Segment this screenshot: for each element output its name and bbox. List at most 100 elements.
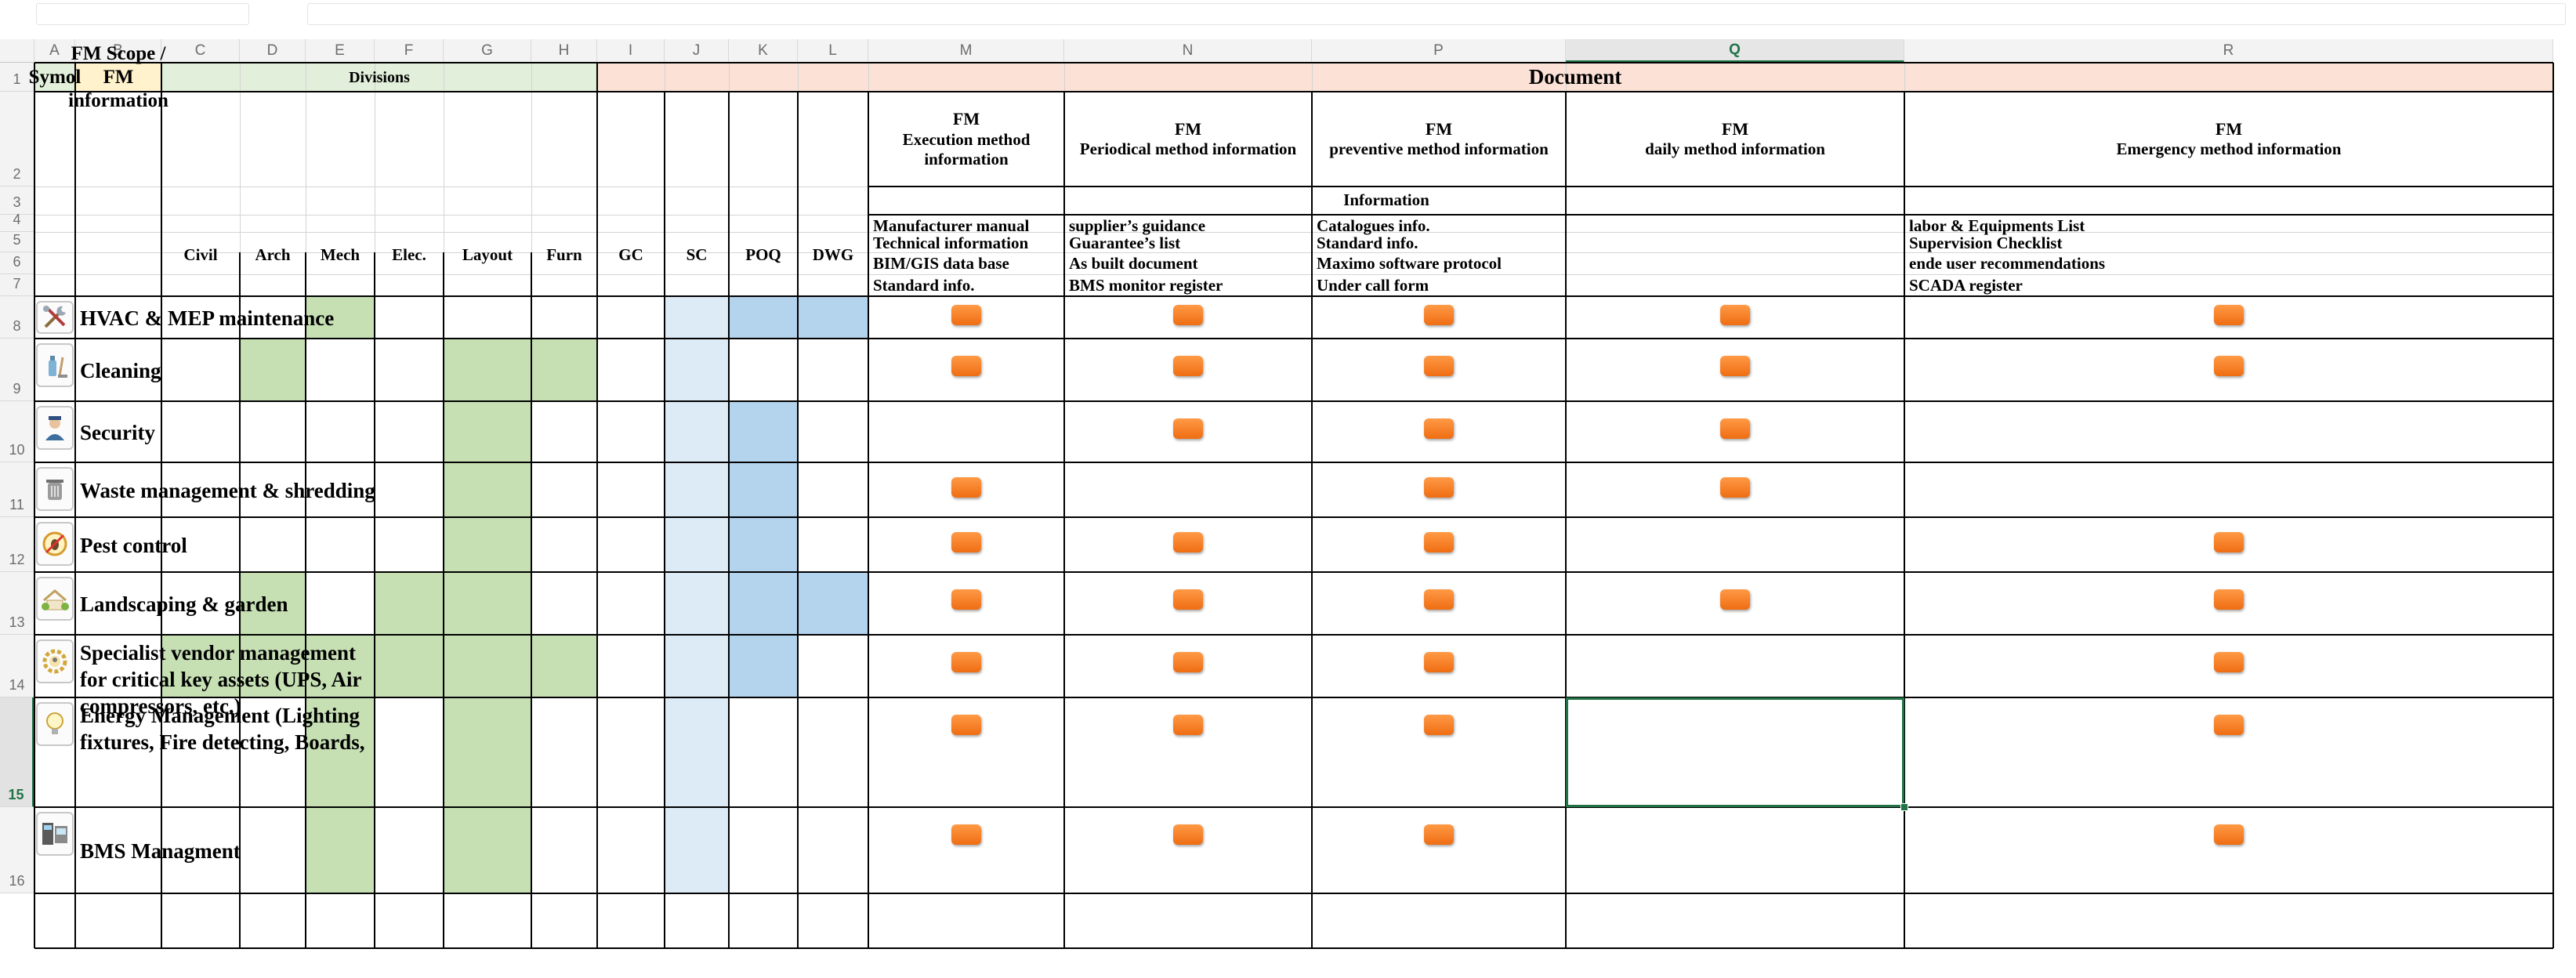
border-line: [161, 63, 162, 948]
document-marker-12-n[interactable]: [1173, 532, 1203, 552]
row-header-15[interactable]: 15: [0, 697, 34, 807]
fill-handle[interactable]: [1900, 803, 1908, 811]
scope-text-line: Cleaning: [80, 359, 161, 382]
document-marker-10-p[interactable]: [1424, 418, 1454, 439]
row-header-2[interactable]: 2: [0, 92, 34, 187]
row-header-6[interactable]: 6: [0, 252, 34, 274]
document-marker-11-m[interactable]: [951, 477, 981, 498]
info-item-m: BIM/GIS data base: [873, 254, 1009, 273]
column-header-e[interactable]: E: [306, 39, 375, 63]
document-marker-9-n[interactable]: [1173, 356, 1203, 376]
document-marker-15-p[interactable]: [1424, 715, 1454, 735]
document-marker-13-n[interactable]: [1173, 589, 1203, 610]
document-marker-14-r[interactable]: [2214, 652, 2244, 672]
document-marker-11-p[interactable]: [1424, 477, 1454, 498]
doc-col-title: FM: [952, 109, 980, 129]
column-header-i[interactable]: I: [597, 39, 665, 63]
border-line: [239, 252, 241, 948]
information-label: Information: [1343, 190, 1429, 210]
scope-text-line: Security: [80, 421, 155, 444]
border-line: [868, 214, 2553, 216]
division-fill-14-h: [531, 635, 597, 697]
column-header-a[interactable]: A: [34, 39, 75, 63]
column-header-h[interactable]: H: [531, 39, 597, 63]
vendor-gear-icon: [36, 639, 74, 683]
document-marker-9-m[interactable]: [951, 356, 981, 376]
document-marker-16-n[interactable]: [1173, 824, 1203, 845]
column-header-q[interactable]: Q: [1566, 39, 1904, 63]
row-header-11[interactable]: 11: [0, 462, 34, 517]
info-item-m: Manufacturer manual: [873, 216, 1030, 235]
document-marker-13-q[interactable]: [1720, 589, 1750, 610]
row-header-16[interactable]: 16: [0, 807, 34, 893]
document-marker-14-m[interactable]: [951, 652, 981, 672]
document-marker-10-n[interactable]: [1173, 418, 1203, 439]
document-marker-9-p[interactable]: [1424, 356, 1454, 376]
document-marker-15-r[interactable]: [2214, 715, 2244, 735]
row-header-13[interactable]: 13: [0, 572, 34, 635]
info-item-n: supplier’s guidance: [1069, 216, 1206, 235]
division-fill-9-g: [444, 339, 531, 401]
document-marker-8-m[interactable]: [951, 305, 981, 325]
active-cell-selection[interactable]: [1566, 697, 1904, 807]
row-header-14[interactable]: 14: [0, 635, 34, 697]
select-all-corner[interactable]: [0, 39, 34, 63]
row-header-8[interactable]: 8: [0, 296, 34, 339]
row-header-7[interactable]: 7: [0, 274, 34, 296]
document-marker-8-n[interactable]: [1173, 305, 1203, 325]
division-fill-8-j: [665, 296, 729, 339]
document-marker-13-p[interactable]: [1424, 589, 1454, 610]
document-marker-14-n[interactable]: [1173, 652, 1203, 672]
document-marker-8-p[interactable]: [1424, 305, 1454, 325]
column-header-d[interactable]: D: [240, 39, 306, 63]
row-header-3[interactable]: 3: [0, 187, 34, 215]
column-header-n[interactable]: N: [1064, 39, 1312, 63]
division-fill-8-l: [798, 296, 868, 339]
column-header-p[interactable]: P: [1312, 39, 1566, 63]
document-marker-12-r[interactable]: [2214, 532, 2244, 552]
document-marker-15-m[interactable]: [951, 715, 981, 735]
row-header-4[interactable]: 4: [0, 212, 34, 232]
column-header-r[interactable]: R: [1904, 39, 2553, 63]
column-header-m[interactable]: M: [868, 39, 1064, 63]
division-fill-15-g: [444, 697, 531, 807]
row-header-10[interactable]: 10: [0, 401, 34, 462]
division-fill-10-j: [665, 401, 729, 462]
document-marker-12-m[interactable]: [951, 532, 981, 552]
symbol-header: Symol: [28, 66, 82, 88]
column-header-c[interactable]: C: [161, 39, 240, 63]
document-marker-9-r[interactable]: [2214, 356, 2244, 376]
division-label-gc: GC: [618, 245, 643, 265]
column-header-l[interactable]: L: [798, 39, 868, 63]
column-header-k[interactable]: K: [729, 39, 798, 63]
doc-col-subtitle: Periodical method information: [1079, 139, 1297, 159]
division-fill-13-g: [444, 572, 531, 635]
document-marker-10-q[interactable]: [1720, 418, 1750, 439]
division-fill-16-j: [665, 807, 729, 893]
scope-cell-9: Cleaning: [80, 357, 161, 384]
document-marker-16-m[interactable]: [951, 824, 981, 845]
document-marker-13-m[interactable]: [951, 589, 981, 610]
document-marker-14-p[interactable]: [1424, 652, 1454, 672]
document-marker-15-n[interactable]: [1173, 715, 1203, 735]
name-box[interactable]: [36, 3, 249, 25]
divisions-header-cell: [161, 63, 597, 92]
document-marker-12-p[interactable]: [1424, 532, 1454, 552]
document-marker-8-r[interactable]: [2214, 305, 2244, 325]
formula-input[interactable]: [307, 3, 2566, 25]
document-marker-11-q[interactable]: [1720, 477, 1750, 498]
column-header-j[interactable]: J: [665, 39, 729, 63]
column-header-g[interactable]: G: [444, 39, 531, 63]
document-marker-16-r[interactable]: [2214, 824, 2244, 845]
document-marker-13-r[interactable]: [2214, 589, 2244, 610]
border-line: [74, 63, 76, 948]
document-marker-9-q[interactable]: [1720, 356, 1750, 376]
row-header-5[interactable]: 5: [0, 232, 34, 252]
division-fill-14-f: [375, 635, 444, 697]
scope-text-line: for critical key assets (UPS, Air: [80, 668, 362, 691]
row-header-9[interactable]: 9: [0, 339, 34, 401]
document-marker-16-p[interactable]: [1424, 824, 1454, 845]
column-header-f[interactable]: F: [375, 39, 444, 63]
row-header-12[interactable]: 12: [0, 517, 34, 572]
document-marker-8-q[interactable]: [1720, 305, 1750, 325]
